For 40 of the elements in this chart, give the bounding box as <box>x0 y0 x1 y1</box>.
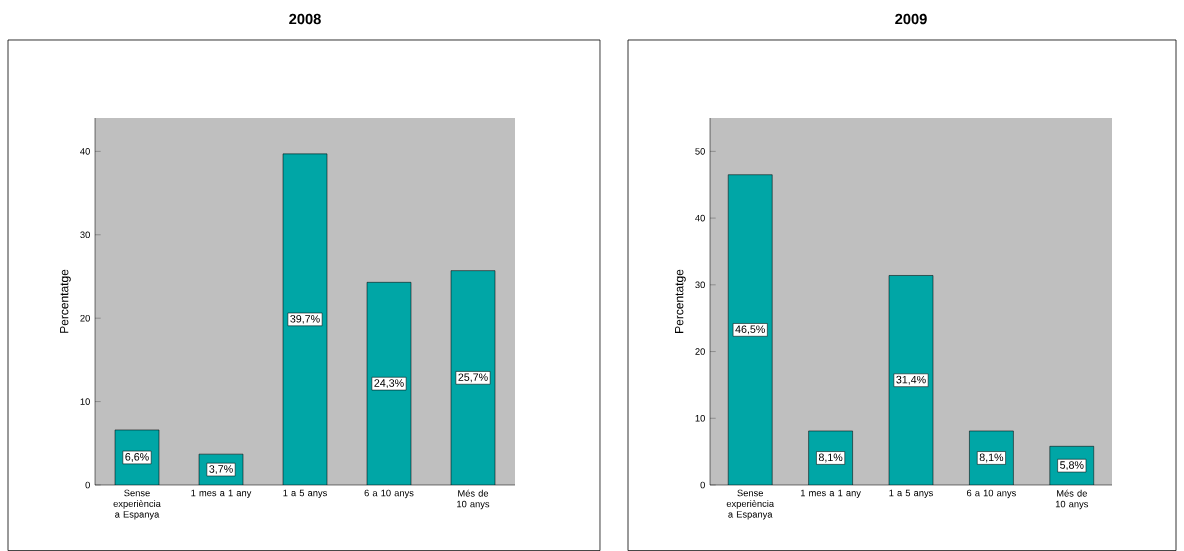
data-label: 31,4% <box>896 375 926 385</box>
bar <box>728 174 773 485</box>
x-tick-label: Sense experiència a Espanya <box>726 489 775 520</box>
chart-title: 2008 <box>289 13 321 25</box>
x-tick-label: Més de 10 anys <box>457 489 490 510</box>
data-label: 8,1% <box>979 453 1004 463</box>
x-tick-label: 6 a 10 anys <box>364 489 414 499</box>
data-label: 46,5% <box>735 325 765 335</box>
data-label: 24,3% <box>374 379 404 389</box>
y-tick-label: 50 <box>695 148 705 155</box>
y-tick-label: 30 <box>80 231 90 239</box>
y-tick-label: 0 <box>700 481 705 489</box>
data-label: 8,1% <box>818 453 843 463</box>
x-tick-label: 1 a 5 anys <box>889 489 933 499</box>
data-label: 39,7% <box>290 315 320 324</box>
x-tick-label: 6 a 10 anys <box>966 489 1016 499</box>
x-tick-label: 1 mes a 1 any <box>191 489 252 499</box>
y-tick-label: 0 <box>85 481 90 489</box>
bar <box>367 282 411 485</box>
x-tick-label: Més de 10 anys <box>1055 489 1089 510</box>
x-tick-label: Sense experiència a Espanya <box>113 489 161 520</box>
y-tick-label: 40 <box>80 148 90 155</box>
y-tick-label: 20 <box>80 314 90 322</box>
x-tick-label: 1 a 5 anys <box>283 489 327 499</box>
data-label: 3,7% <box>209 465 233 474</box>
y-tick-label: 10 <box>80 398 90 405</box>
data-label: 5,8% <box>1060 461 1084 471</box>
y-tick-label: 10 <box>695 414 705 422</box>
bar <box>450 270 496 485</box>
data-label: 25,7% <box>458 373 488 383</box>
y-axis-title: Percentatge <box>60 269 71 333</box>
y-axis-title: Percentatge <box>675 269 686 333</box>
data-label: 6,6% <box>125 453 149 462</box>
y-tick-label: 30 <box>695 281 705 289</box>
x-tick-label: 1 mes a 1 any <box>800 489 861 499</box>
y-tick-label: 40 <box>695 214 705 222</box>
bar <box>283 153 327 485</box>
chart-title: 2009 <box>895 13 927 25</box>
y-tick-label: 20 <box>695 348 705 355</box>
bar <box>889 275 934 485</box>
